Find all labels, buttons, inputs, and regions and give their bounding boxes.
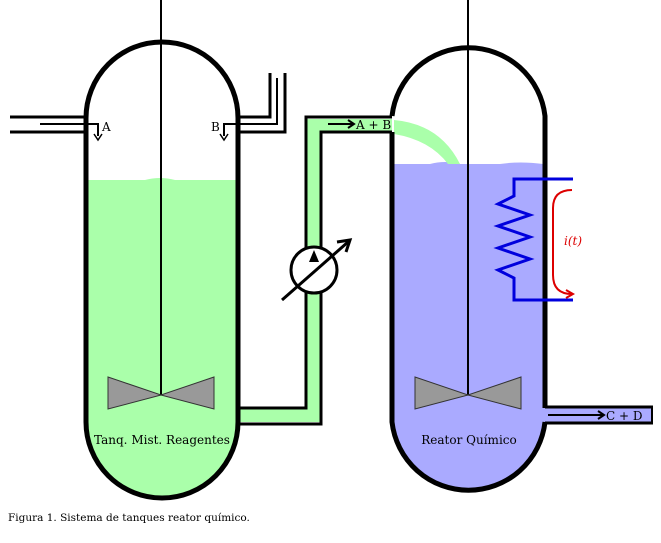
outlet-flow-label: C + D [606, 409, 643, 423]
reactor-tank-label: Reator Químico [421, 433, 516, 447]
mix-tank-impeller [107, 376, 215, 410]
figure-caption: Figura 1. Sistema de tanques reator quím… [8, 512, 250, 524]
current-arrow [552, 189, 576, 299]
inlet-a-pipe [10, 115, 99, 136]
inlet-b-label: B [211, 120, 220, 134]
inlet-b-arrow [219, 133, 229, 142]
outlet-pipe [545, 405, 653, 425]
reactor-tank-wall [389, 45, 548, 408]
inlet-a-label: A [101, 120, 111, 134]
transfer-flow-label: A + B [355, 118, 391, 132]
inlet-b-pipe [223, 73, 287, 136]
current-label: i(t) [564, 234, 582, 248]
inlet-a-arrow [93, 133, 103, 142]
mix-tank-label: Tanq. Mist. Reagentes [94, 433, 230, 447]
inflow-stream [394, 120, 460, 164]
variable-pump-icon [281, 238, 353, 302]
reactor-impeller [414, 376, 522, 410]
outlet-flow-arrow [548, 410, 606, 420]
heating-coil-icon [493, 177, 573, 302]
transfer-flow-arrow [328, 119, 356, 129]
